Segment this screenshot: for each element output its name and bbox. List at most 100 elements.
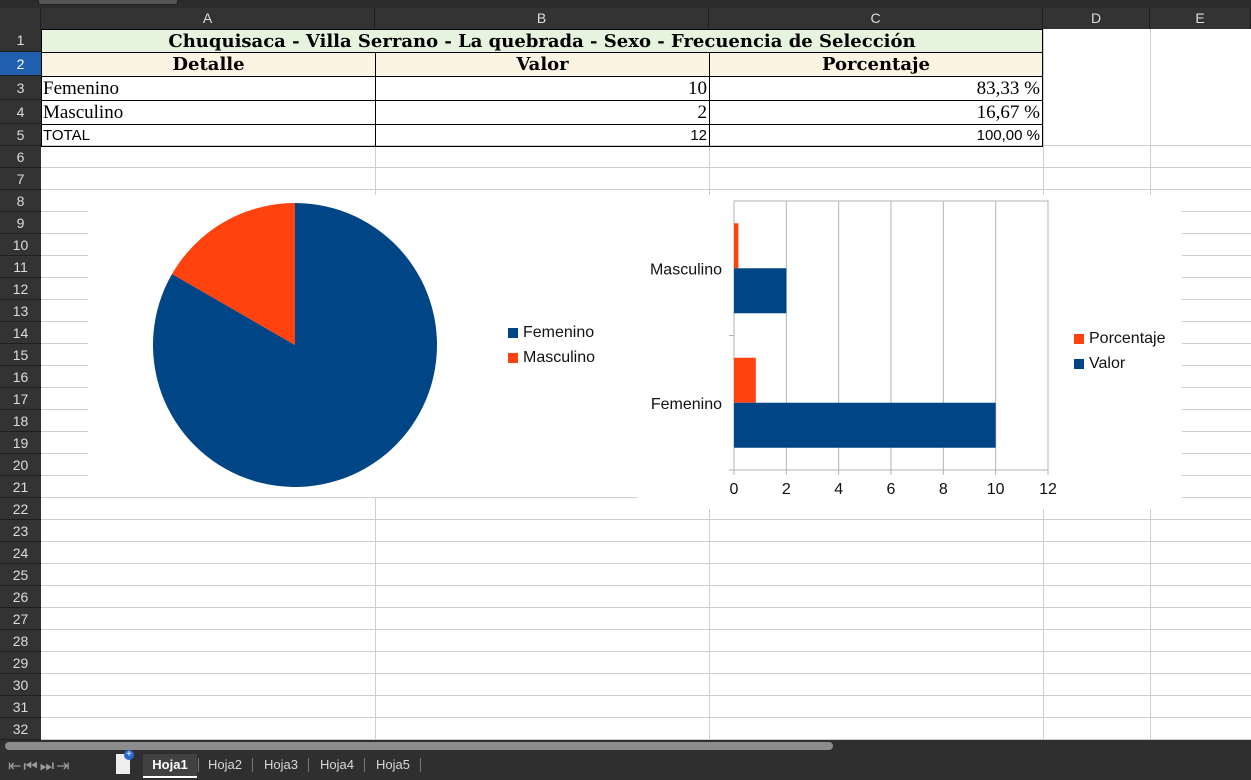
select-all-corner[interactable]	[0, 8, 41, 29]
grid-line	[41, 541, 1251, 542]
bar-porcentaje-femenino[interactable]	[734, 357, 756, 403]
x-tick-label: 12	[1039, 481, 1057, 498]
row-header-1[interactable]: 1	[0, 29, 41, 52]
row-header-13[interactable]: 13	[0, 300, 41, 322]
row-header-20[interactable]: 20	[0, 454, 41, 476]
grid-line	[41, 145, 1251, 146]
row-header-11[interactable]: 11	[0, 256, 41, 278]
column-header-c[interactable]: C	[709, 8, 1043, 29]
row-header-7[interactable]: 7	[0, 168, 41, 190]
row-header-31[interactable]: 31	[0, 696, 41, 718]
cell-valor-femenino[interactable]: 10	[375, 76, 710, 101]
bar-porcentaje-masculino[interactable]	[734, 223, 739, 269]
row-header-17[interactable]: 17	[0, 388, 41, 410]
row-header-15[interactable]: 15	[0, 344, 41, 366]
grid-line	[41, 563, 1251, 564]
row-header-24[interactable]: 24	[0, 542, 41, 564]
legend-swatch	[1074, 334, 1084, 344]
cell-porcentaje-total[interactable]: 100,00 %	[709, 124, 1043, 147]
cell-porcentaje-femenino[interactable]: 83,33 %	[709, 76, 1043, 101]
toolbar-strip	[0, 0, 1251, 8]
row-header-30[interactable]: 30	[0, 674, 41, 696]
bar-valor-femenino[interactable]	[734, 402, 996, 448]
row-header-29[interactable]: 29	[0, 652, 41, 674]
header-detalle[interactable]: Detalle	[41, 52, 376, 77]
sheet-tab-hoja1[interactable]: Hoja1	[143, 754, 197, 778]
x-tick-label: 8	[939, 481, 948, 498]
grid-line	[41, 739, 1251, 740]
bar-chart[interactable]: 0 2 4 6 8 10 12 Femenino Masculino Porcentaje Va…	[637, 195, 1182, 509]
column-header-d[interactable]: D	[1043, 8, 1150, 29]
row-header-28[interactable]: 28	[0, 630, 41, 652]
row-header-25[interactable]: 25	[0, 564, 41, 586]
row-header-6[interactable]: 6	[0, 146, 41, 168]
row-header-32[interactable]: 32	[0, 718, 41, 740]
grid-line	[41, 651, 1251, 652]
sheet-navigation-icons[interactable]: ⇤⏮⏭⇥	[8, 758, 72, 775]
pie-slice-masculino[interactable]	[172, 203, 295, 345]
legend-label: Porcentaje	[1089, 330, 1166, 347]
sheet-tab-hoja3[interactable]: Hoja3	[264, 757, 298, 772]
sheet-tab-hoja4[interactable]: Hoja4	[320, 757, 354, 772]
row-header-18[interactable]: 18	[0, 410, 41, 432]
horizontal-scrollbar[interactable]	[5, 742, 833, 750]
sheet-tab-hoja2[interactable]: Hoja2	[208, 757, 242, 772]
legend-label: Masculino	[523, 349, 596, 366]
cell-detalle-total[interactable]: TOTAL	[41, 124, 376, 147]
y-category-label: Masculino	[650, 261, 722, 278]
grid-line	[41, 629, 1251, 630]
row-header-3[interactable]: 3	[0, 76, 41, 100]
pie-chart[interactable]: Femenino Masculino	[88, 195, 637, 497]
x-tick-label: 2	[782, 481, 791, 498]
legend-swatch	[508, 353, 518, 363]
row-header-27[interactable]: 27	[0, 608, 41, 630]
grid-line	[41, 519, 1251, 520]
table-title[interactable]: Chuquisaca - Villa Serrano - La quebrada…	[41, 29, 1043, 53]
column-header-e[interactable]: E	[1150, 8, 1251, 29]
row-header-10[interactable]: 10	[0, 234, 41, 256]
grid-line	[41, 189, 1251, 190]
row-header-8[interactable]: 8	[0, 190, 41, 212]
row-header-12[interactable]: 12	[0, 278, 41, 300]
row-header-14[interactable]: 14	[0, 322, 41, 344]
pie-slice-femenino[interactable]	[152, 203, 437, 487]
row-header-23[interactable]: 23	[0, 520, 41, 542]
cell-valor-masculino[interactable]: 2	[375, 100, 710, 125]
header-porcentaje[interactable]: Porcentaje	[709, 52, 1043, 77]
row-header-21[interactable]: 21	[0, 476, 41, 498]
column-header-a[interactable]: A	[41, 8, 375, 29]
cell-porcentaje-masculino[interactable]: 16,67 %	[709, 100, 1043, 125]
row-header-16[interactable]: 16	[0, 366, 41, 388]
bar-valor-masculino[interactable]	[734, 268, 787, 314]
row-header-5[interactable]: 5	[0, 124, 41, 146]
row-header-22[interactable]: 22	[0, 498, 41, 520]
grid-line	[41, 167, 1251, 168]
cell-detalle-masculino[interactable]: Masculino	[41, 100, 376, 125]
row-header-9[interactable]: 9	[0, 212, 41, 234]
legend-label: Valor	[1089, 355, 1126, 372]
row-header-19[interactable]: 19	[0, 432, 41, 454]
tab-separator	[420, 758, 421, 772]
pie-chart-svg	[152, 203, 437, 487]
add-sheet-icon[interactable]	[116, 750, 134, 774]
grid-line	[41, 673, 1251, 674]
y-category-label: Femenino	[651, 396, 722, 413]
grid-line	[41, 585, 1251, 586]
sheet-tab-hoja5[interactable]: Hoja5	[376, 757, 410, 772]
pie-legend-masculino: Masculino	[508, 349, 595, 367]
grid-line	[41, 717, 1251, 718]
cell-detalle-femenino[interactable]: Femenino	[41, 76, 376, 101]
row-header-4[interactable]: 4	[0, 100, 41, 124]
header-valor[interactable]: Valor	[375, 52, 710, 77]
tab-separator	[364, 758, 365, 772]
x-tick-label: 0	[730, 481, 739, 498]
legend-swatch	[1074, 359, 1084, 369]
pie-legend-femenino: Femenino	[508, 324, 594, 342]
sheet-tab-bar: ⇤⏮⏭⇥ Hoja1 Hoja2 Hoja3 Hoja4 Hoja5	[0, 740, 1251, 780]
row-header-26[interactable]: 26	[0, 586, 41, 608]
tab-separator	[252, 758, 253, 772]
column-header-b[interactable]: B	[375, 8, 709, 29]
cell-valor-total[interactable]: 12	[375, 124, 710, 147]
row-header-2[interactable]: 2	[0, 52, 41, 76]
toolbar-button[interactable]	[38, 0, 178, 5]
